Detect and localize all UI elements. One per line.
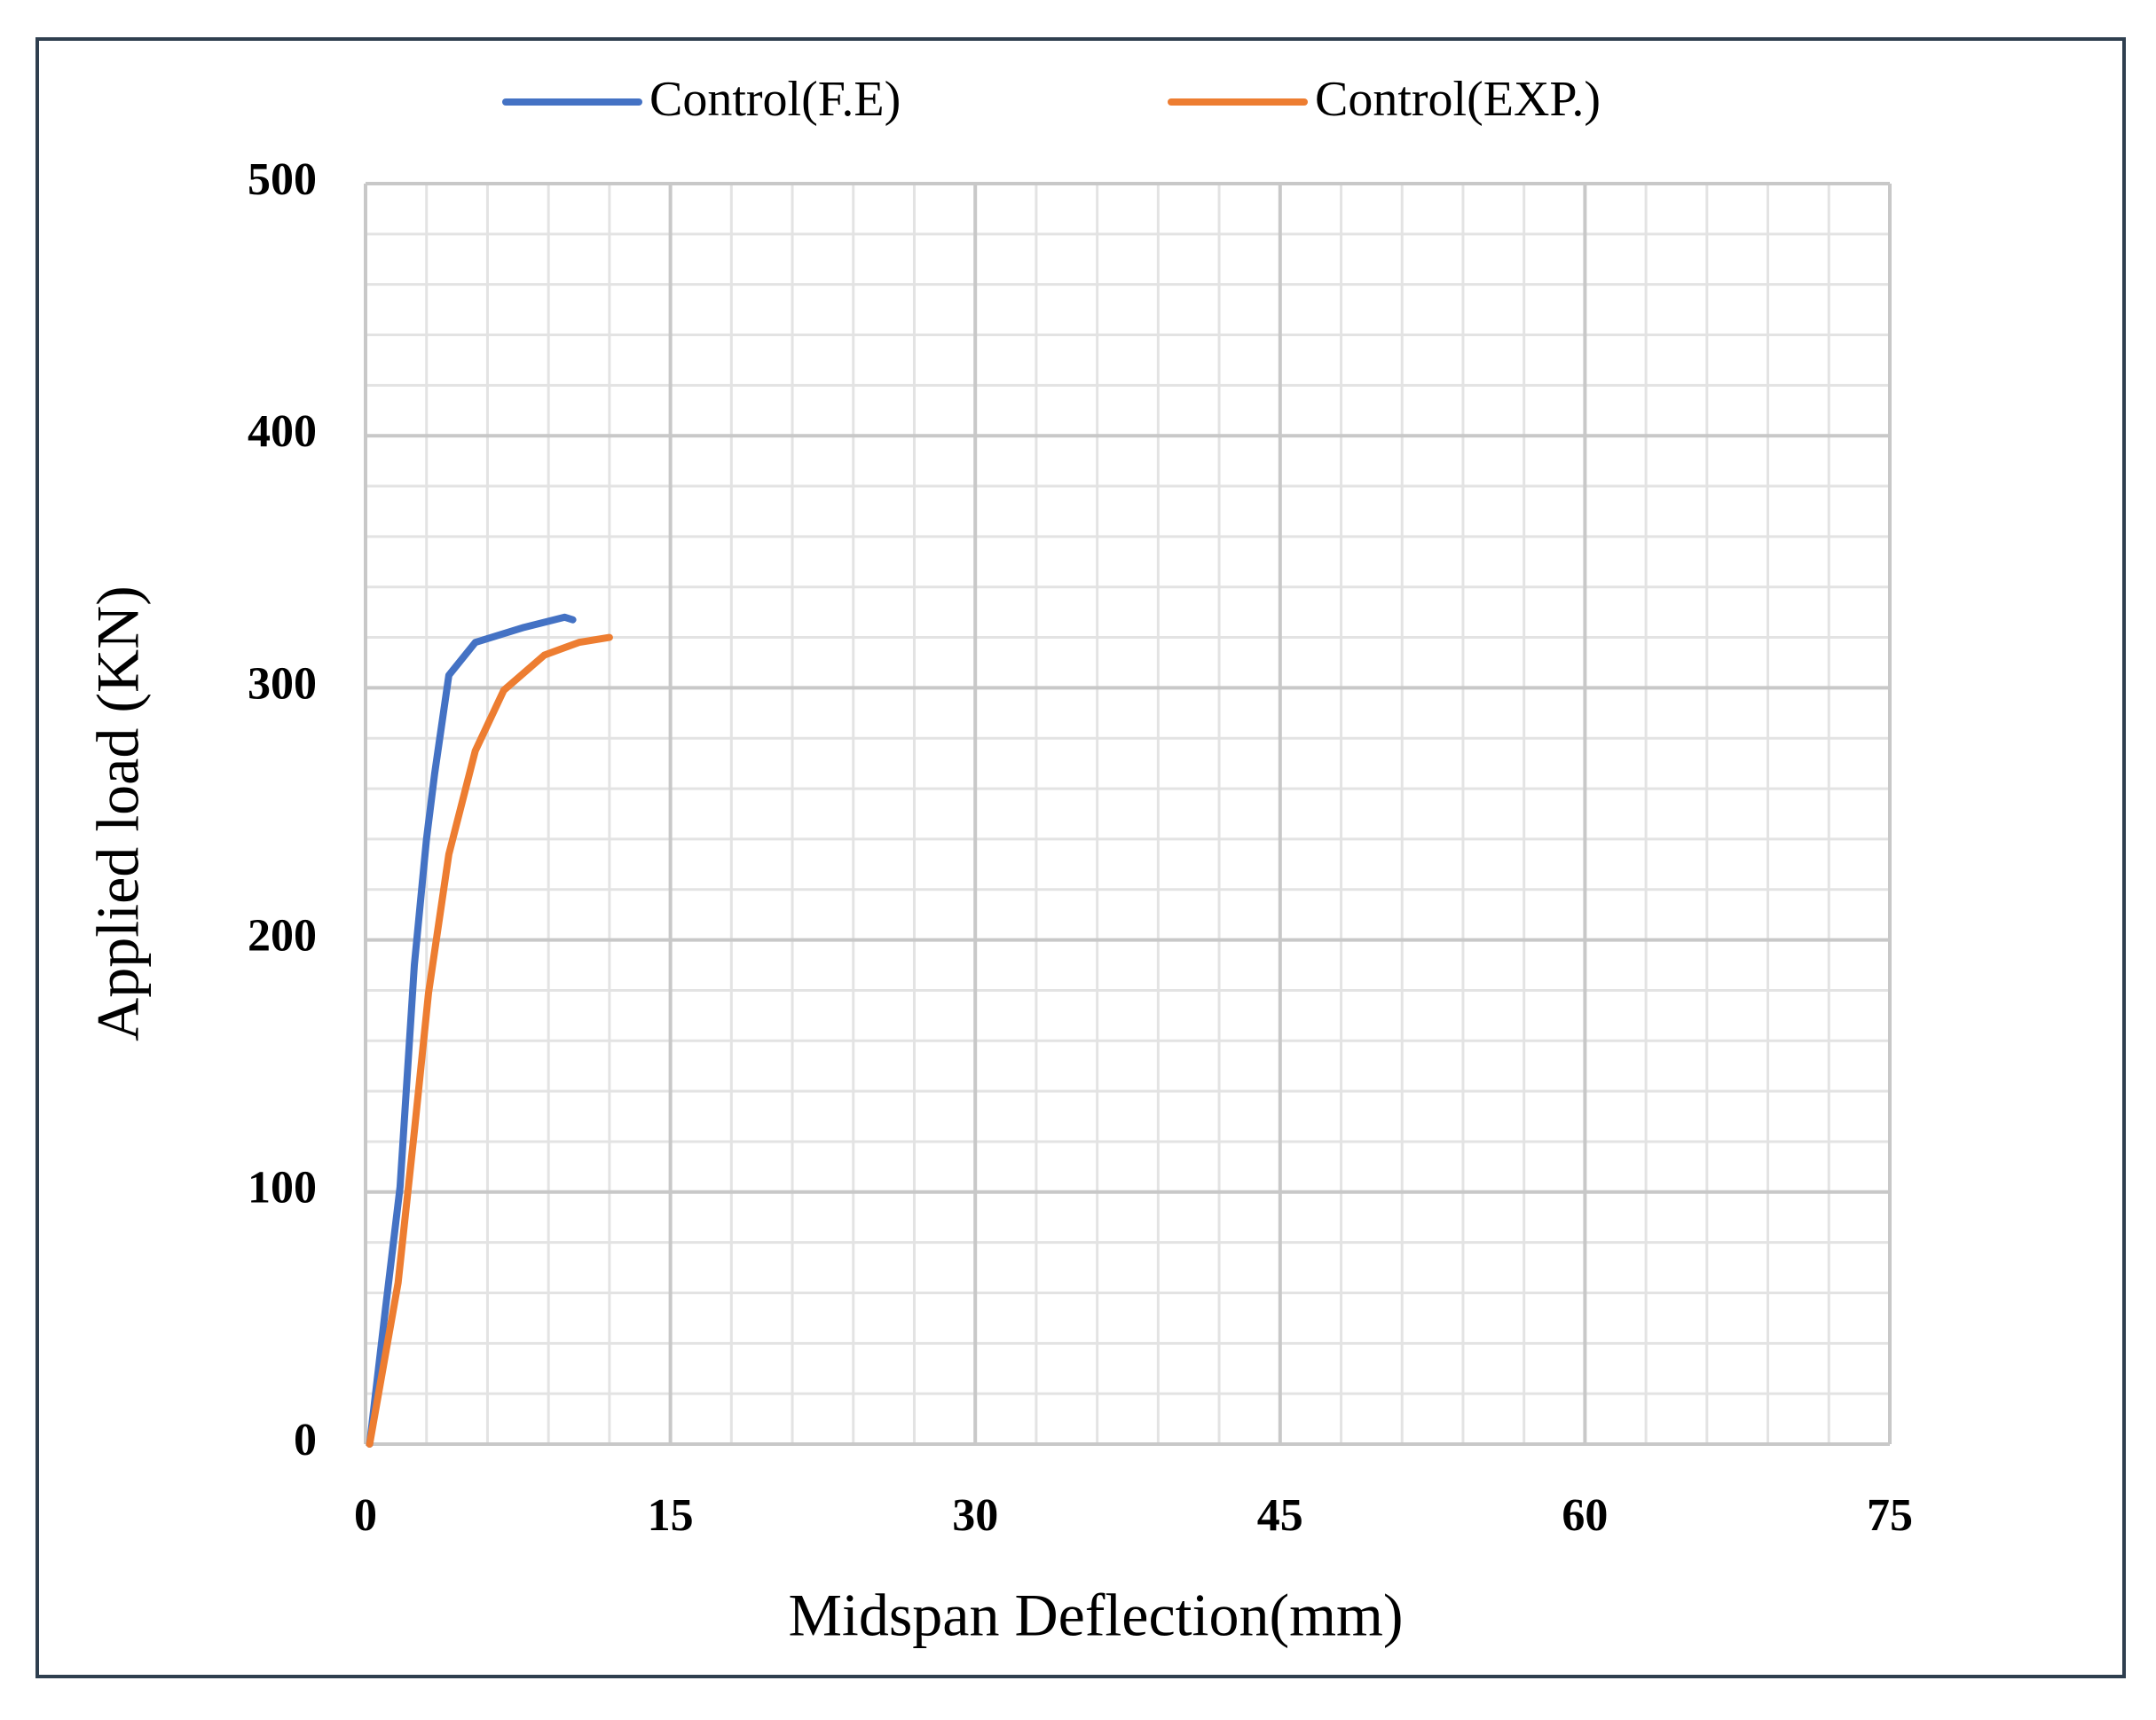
x-axis-title: Midspan Deflection(mm) [788,1582,1403,1649]
y-tick-label: 200 [248,911,317,962]
chart-frame [35,37,2126,1678]
legend-label: Control(F.E) [649,72,901,127]
x-tick-label: 0 [354,1490,377,1541]
y-tick-label: 400 [248,406,317,457]
y-tick-label: 0 [294,1415,317,1465]
x-tick-label: 30 [952,1490,998,1541]
y-axis-title: Applied load (KN) [84,585,152,1041]
y-tick-label: 500 [248,154,317,205]
x-tick-label: 15 [648,1490,694,1541]
x-tick-label: 75 [1867,1490,1913,1541]
y-tick-label: 100 [248,1163,317,1213]
x-tick-label: 60 [1562,1490,1608,1541]
y-tick-label: 300 [248,658,317,709]
legend-label: Control(EXP.) [1315,72,1601,127]
line-series [366,633,613,1448]
line-series [366,613,577,1448]
x-tick-label: 45 [1257,1490,1303,1541]
